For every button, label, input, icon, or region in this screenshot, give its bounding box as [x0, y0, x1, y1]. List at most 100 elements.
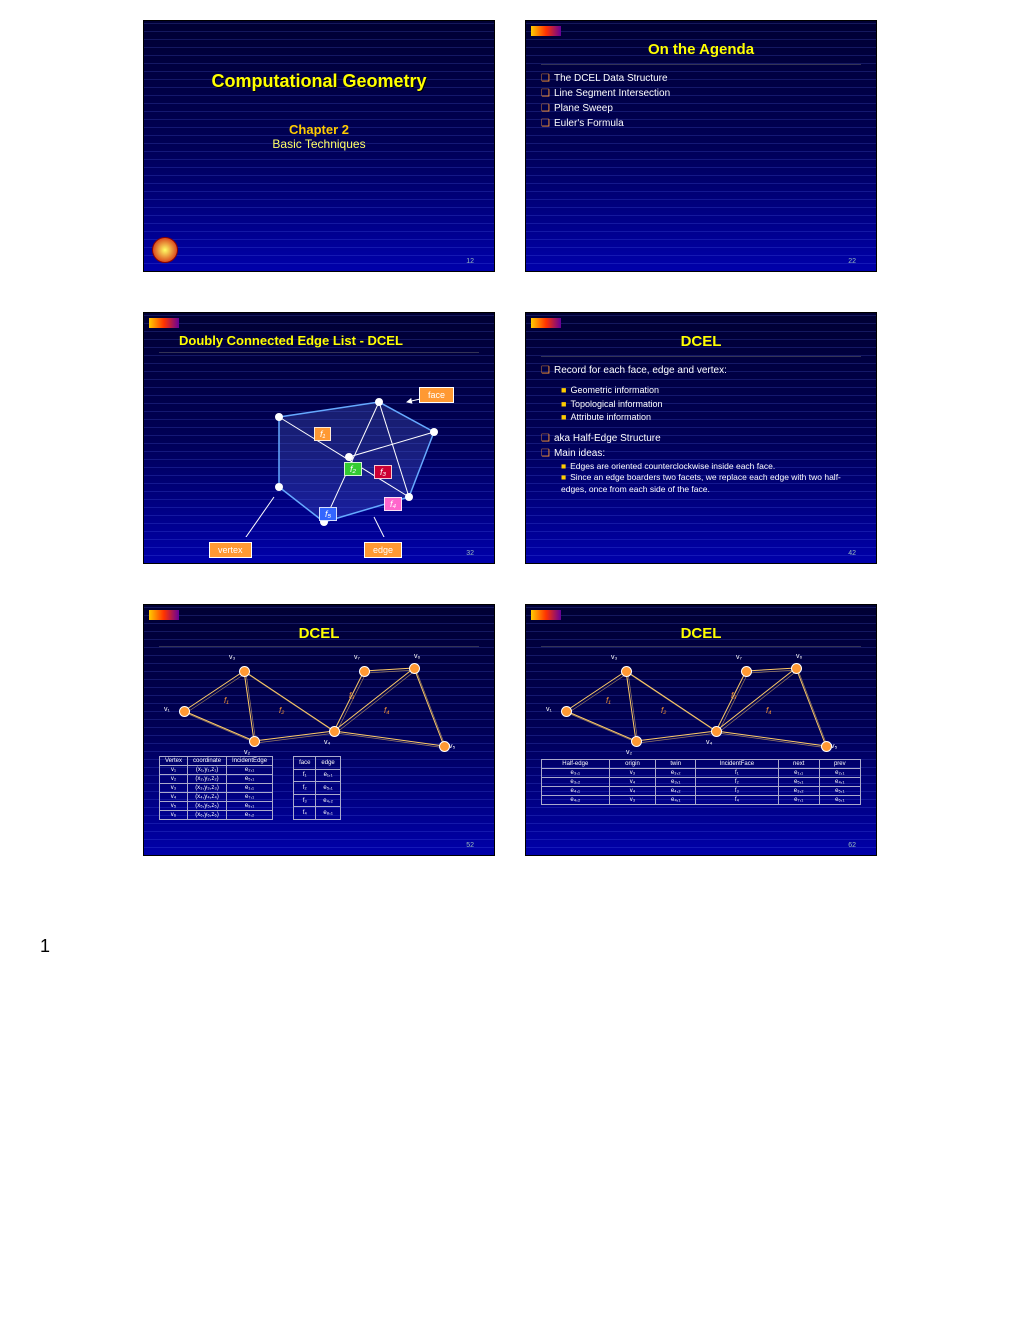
slide-dcel-tables-1: DCEL v₁ v₂ v₃ v₄ v₅ v₆ v₇ f₁ f₂ f₃ f₄ Vertexcoordi… — [143, 604, 495, 856]
table-row: e₄,₁v₄e₄,₂f₃e₃,₂e₅,₁ — [542, 787, 861, 796]
graph-node — [249, 736, 260, 747]
table-header: Half-edge — [542, 760, 610, 769]
face-label: face — [419, 387, 454, 403]
table-row: v₁(x₁,y₁,z₁)e₂,₁ — [160, 766, 273, 775]
vertex-label: v₁ — [164, 706, 170, 713]
face-marker: f₃ — [374, 465, 392, 479]
list-item: ❑Plane Sweep — [541, 101, 861, 116]
vertex-label: v₁ — [546, 706, 552, 713]
table-row: v₅(x₅,y₅,z₅)e₉,₁ — [160, 802, 273, 811]
face-label: f₃ — [349, 691, 354, 700]
vertex-label: v₅ — [449, 743, 455, 750]
edge-label: edge — [364, 542, 402, 558]
slide-title: DCEL — [541, 333, 861, 350]
table-row: e₃,₂v₄e₃,₁f₂e₅,₁e₄,₁ — [542, 778, 861, 787]
list-item: ❑The DCEL Data Structure — [541, 71, 861, 86]
face-label: f₃ — [731, 691, 736, 700]
table-row: v₄(x₄,y₄,z₄)e₇,₁ — [160, 793, 273, 802]
table-header: coordinate — [188, 757, 227, 766]
vertex-label: v₇ — [354, 654, 360, 661]
table-row: v₆(x₆,y₆,z₆)e₇,₂ — [160, 811, 273, 820]
list-item: ■Topological information — [561, 398, 861, 412]
table-header: IncidentEdge — [227, 757, 273, 766]
chapter: Chapter 2 — [159, 122, 479, 137]
vertex-label: vertex — [209, 542, 252, 558]
table-row: v₂(x₂,y₂,z₂)e₅,₁ — [160, 775, 273, 784]
face-label: f₄ — [384, 706, 389, 715]
graph-node — [561, 706, 572, 717]
face-table: faceedgef₁e₁,₁f₂e₅,₁f₃e₄,₂f₄e₈,₁ — [293, 756, 341, 820]
slide-dcel-diagram: Doubly Connected Edge List - DCEL face v… — [143, 312, 495, 564]
list-item: ❑Euler's Formula — [541, 116, 861, 131]
graph-node — [409, 663, 420, 674]
vertex-label: v₆ — [414, 653, 420, 660]
main-title: Computational Geometry — [159, 71, 479, 92]
graph-node — [621, 666, 632, 677]
graph-node — [791, 663, 802, 674]
table-header: face — [294, 757, 316, 770]
graph-node — [239, 666, 250, 677]
table-header: edge — [316, 757, 340, 770]
table-header: prev — [819, 760, 860, 769]
table-row: v₃(x₃,y₃,z₃)e₁,₁ — [160, 784, 273, 793]
face-marker: f₄ — [384, 497, 402, 511]
table-header: IncidentFace — [696, 760, 779, 769]
slide-title: DCEL — [541, 625, 861, 642]
graph-node — [741, 666, 752, 677]
vertex-label: v₇ — [736, 654, 742, 661]
table-row: f₃e₄,₂ — [294, 794, 341, 807]
face-marker: f₂ — [344, 462, 362, 476]
table-row: e₃,₁v₃e₃,₂f₁e₁,₁e₂,₁ — [542, 769, 861, 778]
dcel-graph-diagram: v₁v₂v₃v₄v₅v₆v₇f₁f₂f₃f₄ — [159, 651, 479, 751]
face-label: f₁ — [606, 696, 611, 705]
bullet-item: ❑Main ideas: — [541, 446, 861, 461]
slide-title: Computational Geometry Chapter 2 Basic T… — [143, 20, 495, 272]
graph-node — [359, 666, 370, 677]
vertex-table: VertexcoordinateIncidentEdgev₁(x₁,y₁,z₁)… — [159, 756, 273, 820]
vertex-label: v₆ — [796, 653, 802, 660]
table-header: twin — [656, 760, 696, 769]
graph-node — [711, 726, 722, 737]
vertex-label: v₅ — [831, 743, 837, 750]
table-row: f₂e₅,₁ — [294, 782, 341, 795]
bullet-item: ❑aka Half-Edge Structure — [541, 431, 861, 446]
slide-dcel-text: DCEL ❑Record for each face, edge and ver… — [525, 312, 877, 564]
list-item: ■Attribute information — [561, 411, 861, 425]
slide-title: Doubly Connected Edge List - DCEL — [179, 333, 479, 348]
face-label: f₂ — [279, 706, 284, 715]
agenda-list: ❑The DCEL Data Structure❑Line Segment In… — [541, 71, 861, 131]
halfedge-table: Half-edgeorigintwinIncidentFacenextpreve… — [541, 759, 861, 805]
face-label: f₂ — [661, 706, 666, 715]
subtitle: Basic Techniques — [159, 137, 479, 151]
page-number: 1 — [40, 936, 980, 957]
list-item: ❑Line Segment Intersection — [541, 86, 861, 101]
slide-title: On the Agenda — [541, 41, 861, 58]
vertex-label: v₃ — [611, 654, 617, 661]
table-row: f₁e₁,₁ — [294, 769, 341, 782]
vertex-label: v₄ — [706, 739, 712, 746]
face-label: f₄ — [766, 706, 771, 715]
list-item: ■Since an edge boarders two facets, we r… — [561, 472, 861, 496]
vertex-label: v₂ — [244, 749, 250, 756]
face-label: f₁ — [224, 696, 229, 705]
slide-title: DCEL — [159, 625, 479, 642]
dcel-graph-diagram: v₁v₂v₃v₄v₅v₆v₇f₁f₂f₃f₄ — [541, 651, 861, 751]
bullet-item: ❑Record for each face, edge and vertex: — [541, 363, 861, 378]
graph-node — [631, 736, 642, 747]
vertex-label: v₄ — [324, 739, 330, 746]
vertex-label: v₃ — [229, 654, 235, 661]
table-row: f₄e₈,₁ — [294, 807, 341, 820]
vertex-label: v₂ — [626, 749, 632, 756]
table-header: Vertex — [160, 757, 188, 766]
graph-node — [329, 726, 340, 737]
slide-agenda: On the Agenda ❑The DCEL Data Structure❑L… — [525, 20, 877, 272]
table-row: e₄,₂v₃e₄,₁f₄e₇,₁e₆,₁ — [542, 796, 861, 805]
table-header: next — [778, 760, 819, 769]
face-marker: f₅ — [319, 507, 337, 521]
slide-dcel-tables-2: DCEL v₁ v₂ v₃ v₄ v₅ v₆ v₇ f₁ f₂ f₃ f₄ Half-edgeori… — [525, 604, 877, 856]
face-marker: f₁ — [314, 427, 331, 441]
graph-node — [179, 706, 190, 717]
list-item: ■Edges are oriented counterclockwise ins… — [561, 461, 861, 473]
table-header: origin — [609, 760, 656, 769]
list-item: ■Geometric information — [561, 384, 861, 398]
